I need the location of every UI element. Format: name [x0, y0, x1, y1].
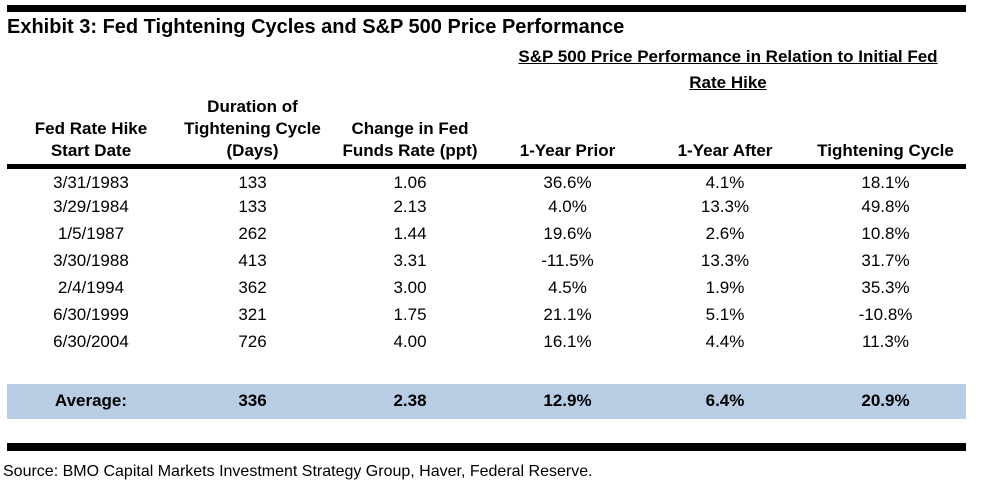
- table-cell: 2.13: [393, 197, 427, 216]
- table-cell: 1.06: [393, 172, 427, 192]
- table-cell: 16.1%: [543, 332, 592, 351]
- table-cell: 321: [238, 305, 267, 324]
- col-header-tightening-cycle: Tightening Cycle: [805, 96, 966, 169]
- table-cell: 133: [238, 197, 267, 216]
- table-cell: 362: [238, 278, 267, 297]
- table-cell: 11.3%: [862, 332, 909, 351]
- source-note: Source: BMO Capital Markets Investment S…: [3, 462, 593, 480]
- table-cell: -10.8%: [858, 305, 913, 324]
- table-cell: 13.3%: [700, 197, 750, 216]
- col-header-1yr-prior: 1-Year Prior: [490, 96, 645, 169]
- table-row: 6/30/1999 321 1.75 21.1% 5.1% -10.8%: [7, 302, 966, 329]
- table-cell: 1.9%: [705, 278, 745, 297]
- table-cell: 13.3%: [700, 251, 750, 270]
- bottom-rule: [7, 442, 966, 451]
- table-row: 2/4/1994 362 3.00 4.5% 1.9% 35.3%: [7, 275, 966, 302]
- span-header-row: S&P 500 Price Performance in Relation to…: [7, 42, 966, 96]
- average-cell: 12.9%: [490, 383, 645, 419]
- col-header-1yr-after: 1-Year After: [645, 96, 805, 169]
- column-header-row: Fed Rate Hike Start Date Duration of Tig…: [7, 96, 966, 169]
- table-cell: 31.7%: [861, 251, 910, 270]
- col-header-duration: Duration of Tightening Cycle (Days): [175, 96, 330, 169]
- table-cell: 4.4%: [705, 332, 745, 351]
- table-row: 3/29/1984 133 2.13 4.0% 13.3% 49.8%: [7, 194, 966, 221]
- average-row: Average: 336 2.38 12.9% 6.4% 20.9%: [7, 383, 966, 419]
- span-header: S&P 500 Price Performance in Relation to…: [490, 42, 966, 96]
- table-cell: 4.5%: [548, 278, 587, 297]
- table-cell: 3/31/1983: [53, 172, 129, 192]
- table-cell: 4.0%: [548, 197, 587, 216]
- table-cell: 1.75: [393, 305, 427, 324]
- exhibit-title: Exhibit 3: Fed Tightening Cycles and S&P…: [7, 16, 625, 38]
- table-cell: 4.00: [393, 332, 427, 351]
- table-cell: 1/5/1987: [57, 224, 125, 243]
- table-cell: 3/29/1984: [53, 197, 129, 216]
- table-cell: -11.5%: [541, 251, 594, 270]
- table-cell: 4.1%: [705, 172, 745, 192]
- col-header-start-date: Fed Rate Hike Start Date: [7, 96, 175, 169]
- performance-table: S&P 500 Price Performance in Relation to…: [7, 42, 966, 419]
- table-cell: 10.8%: [861, 224, 910, 243]
- average-cell: 336: [175, 383, 330, 419]
- span-header-line1: S&P 500 Price Performance in Relation to…: [518, 47, 938, 66]
- spacer-row: [7, 356, 966, 384]
- table-cell: 3/30/1988: [53, 251, 129, 270]
- table-row: 6/30/2004 726 4.00 16.1% 4.4% 11.3%: [7, 329, 966, 356]
- table-cell: 21.1%: [543, 305, 592, 324]
- average-label: Average:: [7, 383, 175, 419]
- table-cell: 49.8%: [861, 197, 910, 216]
- table-cell: 18.1%: [861, 172, 910, 192]
- average-cell: 6.4%: [645, 383, 805, 419]
- table-row: 3/30/1988 413 3.31 -11.5% 13.3% 31.7%: [7, 248, 966, 275]
- table-cell: 6/30/2004: [53, 332, 129, 351]
- exhibit-content: Exhibit 3: Fed Tightening Cycles and S&P…: [3, 5, 966, 482]
- average-cell: 2.38: [330, 383, 490, 419]
- table-cell: 133: [238, 172, 267, 192]
- table-cell: 2.6%: [705, 224, 745, 243]
- average-cell: 20.9%: [805, 383, 966, 419]
- table-cell: 36.6%: [543, 172, 592, 192]
- table-cell: 6/30/1999: [53, 305, 129, 324]
- table-cell: 19.6%: [543, 224, 592, 243]
- span-header-line2: Rate Hike: [689, 73, 767, 92]
- table-cell: 3.00: [393, 278, 427, 297]
- table-cell: 2/4/1994: [57, 278, 125, 297]
- table-cell: 3.31: [393, 251, 427, 270]
- table-cell: 1.44: [393, 224, 427, 243]
- top-rule: [7, 5, 966, 12]
- table-cell: 413: [238, 251, 267, 270]
- table-cell: 5.1%: [705, 305, 745, 324]
- table-cell: 726: [238, 332, 267, 351]
- col-header-fed-funds-change: Change in Fed Funds Rate (ppt): [330, 96, 490, 169]
- table-cell: 35.3%: [861, 278, 910, 297]
- span-header-spacer: [7, 42, 490, 96]
- table-cell: 262: [238, 224, 267, 243]
- table-row: 3/31/1983 133 1.06 36.6% 4.1% 18.1%: [7, 167, 966, 194]
- table-row: 1/5/1987 262 1.44 19.6% 2.6% 10.8%: [7, 221, 966, 248]
